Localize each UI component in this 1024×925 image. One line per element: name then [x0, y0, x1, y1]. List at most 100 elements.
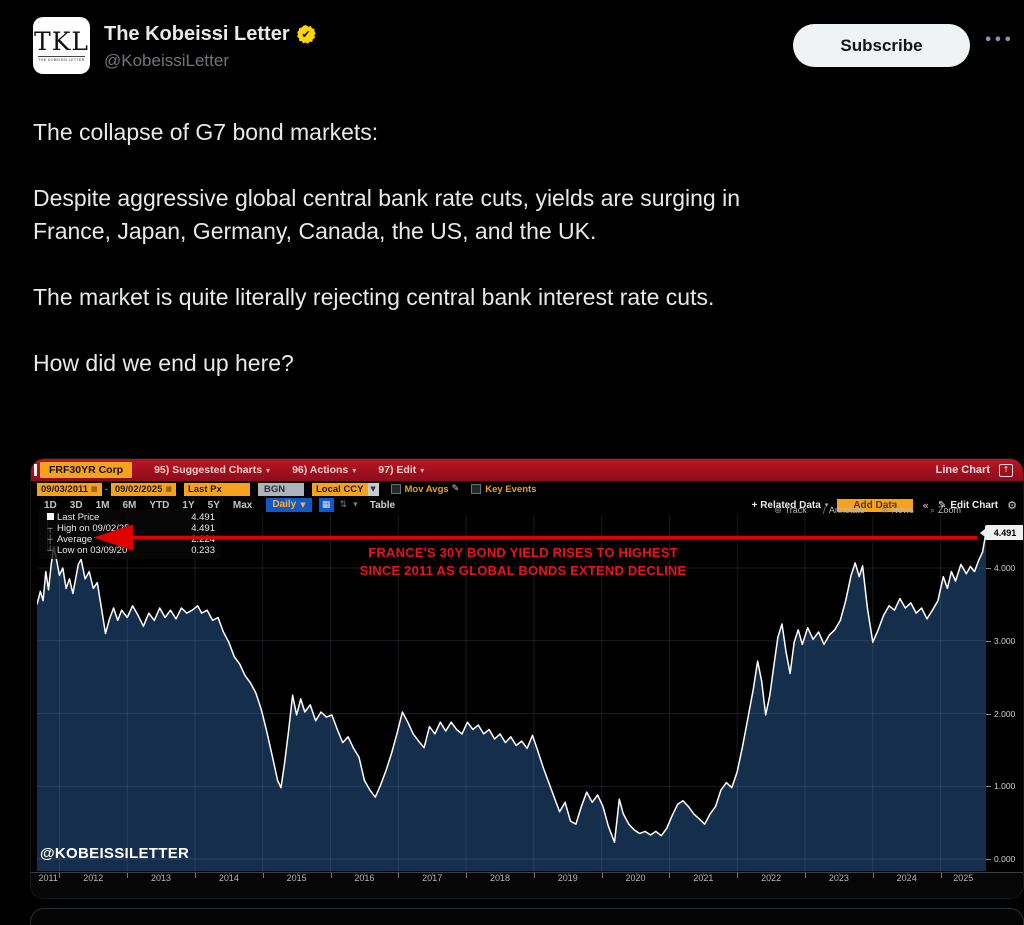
x-minor-tick	[838, 873, 840, 876]
calendar-icon: ▦	[91, 484, 98, 493]
x-tick-label: 2012	[83, 873, 104, 883]
avatar-logo-caption: THE KOBEISSI LETTER	[38, 56, 85, 62]
gear-icon[interactable]: ⚙	[1007, 498, 1017, 512]
x-tick-label: 2017	[422, 873, 443, 883]
x-tick-label: 2024	[896, 873, 917, 883]
x-tick-mark	[669, 873, 671, 878]
menu-actions[interactable]: 96) Actions ▾	[292, 464, 357, 476]
currency-dropdown-icon[interactable]: ▼	[367, 482, 379, 496]
pencil-icon[interactable]: ✎	[451, 484, 460, 494]
news-tool[interactable]: ≡ News	[880, 505, 914, 516]
y-tick-label: 2.000	[994, 708, 1016, 719]
y-tick-label: 0.000	[994, 854, 1016, 864]
track-icon: ⊕	[774, 506, 782, 516]
x-minor-tick	[432, 873, 434, 876]
menu-edit[interactable]: 97) Edit ▾	[378, 464, 425, 476]
period-select[interactable]: Daily ▼	[266, 498, 312, 512]
watermark: @KOBEISSILETTER	[40, 845, 190, 862]
x-tick-mark	[398, 873, 400, 878]
x-tick-label: 2016	[354, 873, 375, 883]
author-handle[interactable]: @KobeissiLetter	[104, 51, 229, 70]
zoom-tool[interactable]: ⌕ Zoom	[929, 505, 961, 516]
related-data-button[interactable]: + Related Data ▾	[751, 499, 829, 511]
table-button[interactable]: Table	[369, 499, 396, 511]
subscribe-button[interactable]: Subscribe	[793, 24, 970, 67]
key-events-label[interactable]: Key Events	[485, 483, 537, 495]
verified-badge-icon: ✔	[296, 25, 316, 44]
yield-area-chart	[37, 515, 986, 872]
sort-icon[interactable]: ⇅	[339, 500, 348, 510]
x-tick-label: 2011	[38, 873, 58, 883]
edit-chart-button[interactable]: ✎ Edit Chart	[937, 499, 999, 511]
currency-select[interactable]: Local CCY	[312, 482, 368, 496]
range-6m[interactable]: 6M	[122, 499, 137, 511]
x-minor-tick	[771, 873, 773, 876]
more-menu-icon[interactable]: •••	[984, 33, 1014, 48]
legend-high: ┬ High on 09/02/25 4.491	[43, 523, 215, 534]
y-tick-mark	[986, 568, 991, 569]
x-tick-mark	[601, 873, 603, 878]
chevron-down-icon[interactable]: ▾	[353, 500, 358, 510]
ticker-box[interactable]: FRF30YR Corp	[40, 462, 133, 478]
export-icon[interactable]: ↑	[999, 463, 1013, 477]
x-tick-mark	[262, 873, 264, 878]
legend-average: ┼ Average 2.224	[43, 534, 215, 545]
x-tick-label: 2015	[286, 873, 307, 883]
x-minor-tick	[906, 873, 908, 876]
y-tick-mark	[986, 640, 991, 642]
range-max[interactable]: Max	[232, 499, 253, 511]
pricing-source-select[interactable]: BGN	[258, 482, 304, 496]
chevron-down-icon: ▾	[352, 465, 357, 475]
chart-style-icon[interactable]: ▦	[318, 498, 334, 512]
chevron-down-icon: ▾	[824, 501, 829, 509]
menu-suggested-charts[interactable]: 95) Suggested Charts ▾	[154, 464, 271, 476]
x-tick-mark	[466, 873, 468, 878]
next-media-card-edge[interactable]	[30, 908, 1024, 925]
tweet-paragraph: How did we end up here?	[33, 350, 294, 376]
collapse-icon[interactable]: «	[922, 498, 929, 512]
mov-avgs-checkbox[interactable]	[390, 484, 401, 494]
x-minor-tick	[567, 873, 569, 876]
author-name-row[interactable]: The Kobeissi Letter ✔	[104, 23, 316, 46]
range-3d[interactable]: 3D	[69, 499, 83, 511]
range-1d[interactable]: 1D	[44, 499, 57, 511]
display-name[interactable]: The Kobeissi Letter	[104, 23, 290, 45]
add-data-button[interactable]: Add Data	[837, 498, 914, 512]
y-axis: 0.000 1.000 2.000 3.000 4.000	[986, 515, 1023, 872]
x-tick-label: 2021	[693, 873, 714, 883]
y-tick-mark	[986, 713, 991, 715]
y-tick-label: 3.000	[994, 635, 1016, 646]
x-tick-mark	[737, 873, 739, 878]
chart-annotation: FRANCE'S 30Y BOND YIELD RISES TO HIGHEST…	[359, 545, 687, 578]
x-minor-tick	[635, 873, 637, 876]
x-tick-label: 2022	[761, 873, 782, 883]
pencil-icon: ✎	[937, 499, 947, 511]
tweet-paragraph: The collapse of G7 bond markets:	[33, 119, 379, 145]
avatar[interactable]: TKL THE KOBEISSI LETTER	[33, 17, 90, 74]
field-select[interactable]: Last Px	[184, 482, 250, 496]
range-1y[interactable]: 1Y	[182, 499, 195, 511]
mov-avgs-label[interactable]: Mov Avgs	[404, 483, 449, 495]
last-price-tag: 4.491	[980, 525, 1023, 540]
y-tick-label: 1.000	[994, 781, 1016, 792]
x-tick-label: 2019	[557, 873, 578, 883]
range-ytd[interactable]: YTD	[149, 499, 170, 511]
chart-type-label[interactable]: Line Chart	[935, 464, 990, 476]
bloomberg-chart-image[interactable]: FRF30YR Corp 95) Suggested Charts ▾ 96) …	[30, 458, 1024, 899]
x-minor-tick	[364, 873, 366, 876]
legend-low: ┴ Low on 03/09/20 0.233	[43, 545, 215, 556]
terminal-menu-bar: FRF30YR Corp 95) Suggested Charts ▾ 96) …	[31, 459, 1023, 481]
date-to-input[interactable]: 09/02/2025 ▦	[110, 482, 176, 496]
average-marker-icon: ┼	[47, 535, 53, 544]
zoom-icon: ⌕	[929, 506, 935, 516]
date-from-input[interactable]: 09/03/2011 ▦	[37, 482, 102, 496]
plot-tools: ⊕ Track ∕ Annotate ≡ News ⌕ Zoom	[774, 505, 961, 516]
range-1m[interactable]: 1M	[95, 499, 110, 511]
key-events-checkbox[interactable]	[471, 484, 482, 494]
track-tool[interactable]: ⊕ Track	[774, 505, 807, 516]
y-tick-label: 4.000	[994, 563, 1016, 573]
range-5y[interactable]: 5Y	[207, 499, 220, 511]
x-tick-mark	[872, 873, 874, 878]
annotate-tool[interactable]: ∕ Annotate	[822, 505, 865, 516]
legend-last-price: Last Price 4.491	[43, 512, 215, 523]
